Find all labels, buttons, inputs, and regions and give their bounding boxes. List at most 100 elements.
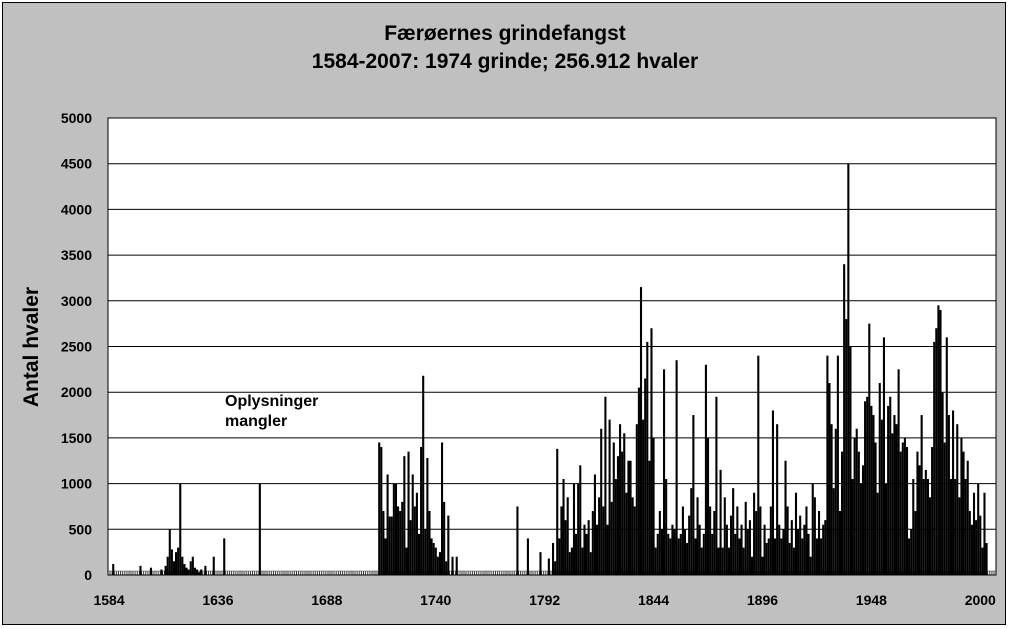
bar-1966 <box>908 538 911 575</box>
bar-1885 <box>738 538 741 575</box>
bar-1931 <box>834 428 837 575</box>
bar-1907 <box>784 460 787 575</box>
bar-1930 <box>832 488 835 575</box>
baseline-stub <box>269 570 272 576</box>
bar-1890 <box>748 520 751 575</box>
chart-title: Færøernes grindefangst <box>384 22 626 45</box>
baseline-stub <box>480 570 483 576</box>
bar-1627 <box>198 572 201 575</box>
baseline-stub <box>304 570 307 576</box>
bar-1994 <box>966 460 969 575</box>
baseline-stub <box>989 570 992 576</box>
bar-1622 <box>187 569 190 575</box>
baseline-stub <box>206 570 209 576</box>
bar-1982 <box>941 392 944 575</box>
bar-1743 <box>441 442 444 575</box>
bar-1938 <box>849 346 852 575</box>
bar-1929 <box>830 424 833 575</box>
bar-1974 <box>924 469 927 575</box>
bar-1803 <box>566 497 569 575</box>
bar-1835 <box>633 506 636 575</box>
bar-1979 <box>935 328 938 575</box>
bar-1949 <box>872 415 875 575</box>
bar-1894 <box>757 355 760 575</box>
bar-1736 <box>426 458 429 575</box>
bar-1875 <box>717 547 720 575</box>
baseline-stub <box>524 570 527 576</box>
bar-1928 <box>828 383 831 575</box>
baseline-stub <box>321 570 324 576</box>
baseline-stub <box>158 570 161 576</box>
baseline-stub <box>495 570 498 576</box>
baseline-stub <box>296 570 299 576</box>
baseline-stub <box>133 570 136 576</box>
baseline-stub <box>240 570 242 576</box>
bar-series <box>108 163 996 576</box>
bar-1899 <box>767 538 770 575</box>
bar-1901 <box>771 410 774 575</box>
baseline-stub <box>355 570 358 576</box>
baseline-stub <box>256 570 259 576</box>
bar-1918 <box>807 533 810 575</box>
x-tick-label: 1948 <box>856 592 887 608</box>
bar-1718 <box>388 516 391 575</box>
annotation-line-2: mangler <box>225 413 288 430</box>
bar-1797 <box>554 561 557 575</box>
bar-1990 <box>958 497 961 575</box>
bar-1619 <box>181 556 184 575</box>
bar-2003 <box>985 543 988 575</box>
baseline-stub <box>535 570 538 576</box>
baseline-stub <box>497 570 500 576</box>
bar-1853 <box>671 524 674 575</box>
bar-2000 <box>979 515 982 575</box>
baseline-stub <box>987 570 990 576</box>
baseline-stub <box>485 570 487 576</box>
y-tick-label: 3000 <box>61 293 92 309</box>
baseline-stub <box>472 570 475 576</box>
bar-1624 <box>191 556 194 575</box>
baseline-stub <box>219 570 221 576</box>
x-tick-label: 1584 <box>93 592 124 608</box>
baseline-stub <box>108 570 110 576</box>
bar-1937 <box>847 163 850 575</box>
bar-1997 <box>972 492 976 575</box>
bar-1995 <box>968 511 971 575</box>
bar-1948 <box>870 405 873 575</box>
bar-1830 <box>623 433 626 575</box>
bar-1586 <box>112 564 115 575</box>
bar-1867 <box>700 547 703 575</box>
bar-1976 <box>928 497 932 575</box>
bar-1878 <box>723 497 726 575</box>
bar-1944 <box>861 465 865 575</box>
baseline-stub <box>468 570 471 576</box>
bar-1794 <box>547 558 550 575</box>
bar-1925 <box>822 524 825 575</box>
bar-1746 <box>447 515 450 575</box>
baseline-stub <box>298 570 301 576</box>
bar-1859 <box>683 529 687 575</box>
bar-1963 <box>901 442 904 575</box>
bar-1831 <box>625 492 628 575</box>
bar-1854 <box>673 529 676 575</box>
bar-1799 <box>558 538 561 575</box>
x-tick-label: 1636 <box>202 592 233 608</box>
bar-1933 <box>838 511 842 575</box>
baseline-stub <box>231 570 234 576</box>
bar-1996 <box>970 524 973 575</box>
baseline-stub <box>319 570 322 576</box>
bar-1987 <box>952 410 955 575</box>
bar-1870 <box>706 437 710 575</box>
baseline-stub <box>271 570 274 576</box>
bar-1837 <box>637 387 640 575</box>
bar-1896 <box>761 556 764 575</box>
bar-1737 <box>428 511 431 575</box>
baseline-stub <box>346 570 349 576</box>
bar-1906 <box>782 529 785 575</box>
bar-1868 <box>702 533 705 575</box>
bar-1790 <box>539 552 542 575</box>
bar-1910 <box>790 520 793 575</box>
bar-1812 <box>585 533 588 575</box>
bar-1717 <box>386 474 389 575</box>
bar-1726 <box>405 547 408 575</box>
baseline-stub <box>491 570 494 576</box>
